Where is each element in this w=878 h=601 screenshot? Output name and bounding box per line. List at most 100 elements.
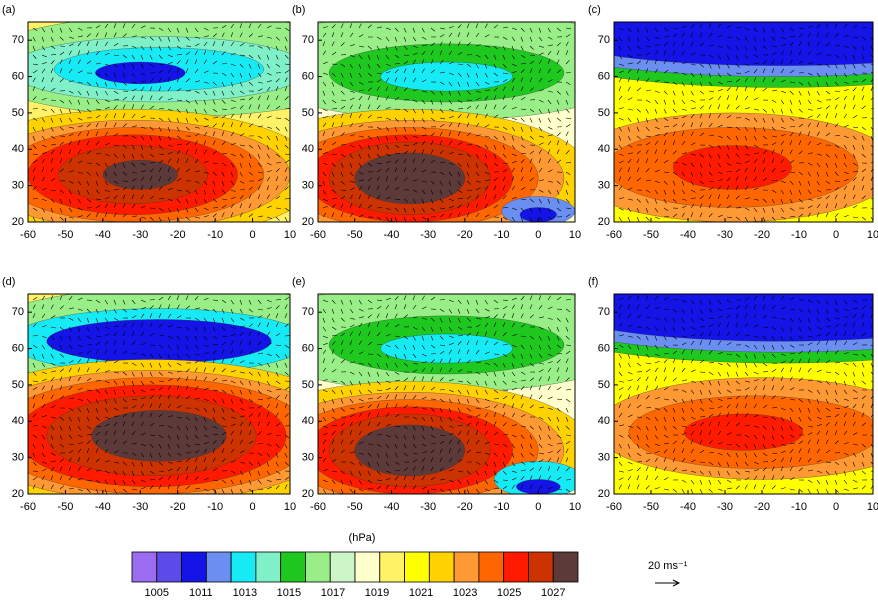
- wind-arrow: [194, 367, 198, 373]
- wind-arrow: [113, 488, 117, 494]
- wind-arrow: [421, 335, 425, 341]
- wind-arrow: [358, 194, 362, 200]
- wind-arrow: [547, 126, 553, 130]
- wind-arrow: [158, 207, 164, 212]
- wind-arrow: [565, 440, 571, 445]
- wind-arrow: [672, 180, 676, 186]
- wind-arrow: [376, 45, 380, 51]
- wind-arrow: [239, 63, 244, 68]
- wind-arrow: [257, 352, 263, 355]
- wind-arrow: [861, 322, 865, 328]
- wind-arrow: [762, 394, 766, 400]
- wind-arrow: [50, 150, 55, 155]
- wind-arrow: [654, 27, 658, 33]
- wind-arrow: [726, 380, 730, 386]
- wind-arrow: [753, 484, 757, 490]
- wind-arrow: [149, 452, 153, 458]
- wind-arrow: [430, 476, 436, 481]
- wind-arrow: [726, 452, 731, 457]
- wind-arrow: [257, 452, 263, 456]
- wind-arrow: [744, 45, 748, 51]
- wind-arrow: [275, 176, 279, 182]
- wind-arrow: [627, 371, 633, 375]
- wind-arrow: [212, 299, 219, 301]
- wind-arrow: [726, 95, 730, 101]
- wind-arrow: [131, 194, 135, 200]
- wind-arrow: [284, 36, 288, 42]
- wind-arrow: [762, 484, 766, 490]
- wind-arrow: [538, 466, 542, 472]
- wind-arrow: [825, 380, 830, 385]
- wind-arrow: [113, 32, 117, 38]
- wind-arrow: [421, 306, 427, 310]
- wind-arrow: [104, 398, 108, 404]
- wind-arrow: [843, 380, 847, 386]
- wind-arrow: [131, 54, 135, 60]
- wind-arrow: [203, 99, 207, 105]
- wind-arrow: [185, 344, 189, 350]
- wind-arrow: [681, 41, 685, 47]
- wind-arrow: [502, 485, 508, 490]
- wind-arrow: [322, 358, 326, 364]
- wind-arrow: [852, 380, 856, 386]
- wind-arrow: [248, 470, 252, 476]
- wind-arrow: [834, 350, 839, 355]
- wind-arrow: [113, 171, 117, 177]
- wind-arrow: [322, 416, 327, 422]
- wind-arrow: [68, 466, 72, 472]
- wind-arrow: [556, 326, 560, 332]
- wind-arrow: [708, 440, 713, 445]
- wind-arrow: [834, 44, 840, 47]
- wind-arrow: [798, 99, 802, 105]
- wind-arrow: [385, 36, 390, 42]
- wind-arrow: [68, 50, 72, 56]
- wind-arrow: [113, 72, 117, 78]
- wind-arrow: [113, 380, 118, 386]
- wind-arrow: [421, 149, 425, 155]
- wind-arrow: [140, 299, 146, 303]
- wind-arrow: [663, 108, 667, 114]
- y-tick-label: 70: [598, 306, 610, 318]
- wind-arrow: [645, 27, 649, 33]
- wind-arrow: [68, 80, 74, 83]
- wind-arrow: [104, 407, 109, 413]
- wind-arrow: [230, 212, 234, 218]
- wind-arrow: [394, 207, 399, 212]
- wind-arrow: [176, 108, 181, 113]
- wind-arrow: [502, 144, 506, 150]
- wind-arrow: [421, 44, 427, 47]
- wind-arrow: [699, 105, 704, 110]
- wind-arrow: [257, 421, 261, 427]
- wind-arrow: [340, 105, 346, 110]
- wind-arrow: [385, 313, 389, 319]
- wind-arrow: [807, 32, 811, 38]
- wind-arrow: [484, 113, 488, 119]
- wind-arrow: [556, 189, 560, 195]
- wind-arrow: [852, 397, 858, 400]
- wind-arrow: [185, 189, 191, 194]
- wind-arrow: [367, 452, 372, 457]
- wind-arrow: [780, 108, 784, 114]
- wind-arrow: [502, 412, 506, 418]
- wind-arrow: [122, 308, 127, 313]
- wind-arrow: [744, 387, 750, 391]
- wind-arrow: [194, 43, 200, 47]
- wind-arrow: [421, 361, 427, 364]
- wind-arrow: [430, 376, 434, 382]
- wind-arrow: [239, 98, 245, 101]
- wind-arrow: [412, 52, 418, 56]
- wind-arrow: [41, 325, 47, 328]
- wind-arrow: [212, 335, 218, 340]
- wind-arrow: [122, 144, 128, 149]
- wind-arrow: [212, 213, 217, 218]
- wind-arrow: [113, 349, 117, 355]
- wind-arrow: [41, 158, 46, 164]
- wind-arrow: [394, 371, 400, 375]
- wind-arrow: [744, 353, 748, 359]
- wind-arrow: [654, 99, 659, 105]
- wind-arrow: [762, 304, 766, 310]
- wind-arrow: [726, 205, 732, 209]
- wind-arrow: [547, 90, 553, 93]
- colorbar-box: [230, 551, 257, 583]
